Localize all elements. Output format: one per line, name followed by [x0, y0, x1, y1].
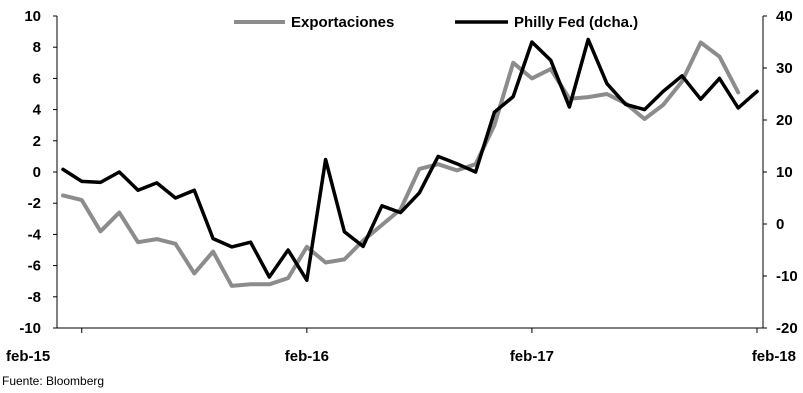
series-line-philly-fed — [61, 37, 759, 282]
right-tick-label: 0 — [776, 216, 784, 233]
right-tick-label: 10 — [776, 164, 793, 181]
legend-label: Philly Fed (dcha.) — [514, 14, 638, 31]
chart-legend: Exportaciones Philly Fed (dcha.) — [234, 14, 638, 31]
left-tick-label: -4 — [28, 226, 42, 243]
x-tick-label: feb-17 — [510, 348, 554, 365]
left-tick-label: 2 — [33, 133, 41, 150]
source-note: Fuente: Bloomberg — [2, 374, 105, 388]
left-tick-label: 0 — [33, 164, 41, 181]
right-tick-label: 20 — [776, 112, 793, 129]
x-tick-label: feb-16 — [285, 348, 329, 365]
chart-series — [61, 37, 759, 288]
right-tick-label: 30 — [776, 60, 793, 77]
right-tick-label: 40 — [776, 8, 793, 25]
right-tick-label: -10 — [776, 268, 798, 285]
left-tick-label: 6 — [33, 70, 41, 87]
x-tick-label: feb-15 — [6, 348, 50, 365]
left-tick-label: -2 — [28, 195, 41, 212]
left-tick-label: 8 — [33, 39, 41, 56]
left-tick-label: -6 — [28, 258, 41, 275]
right-tick-label: -20 — [776, 320, 798, 337]
series-line-exportaciones — [61, 40, 741, 288]
left-tick-label: 4 — [33, 102, 42, 119]
left-tick-label: 10 — [24, 8, 41, 25]
x-tick-label: feb-18 — [752, 348, 796, 365]
left-tick-label: -8 — [28, 289, 41, 306]
left-tick-label: -10 — [19, 320, 41, 337]
legend-label: Exportaciones — [291, 14, 394, 31]
